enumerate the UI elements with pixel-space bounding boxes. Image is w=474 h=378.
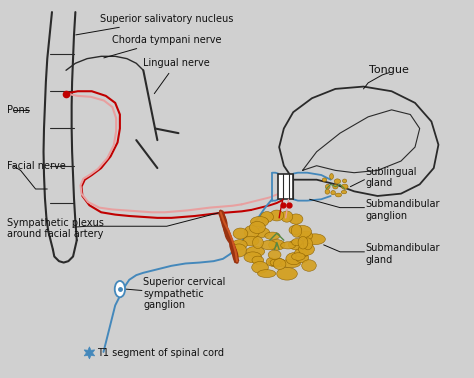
Ellipse shape bbox=[270, 210, 284, 221]
Ellipse shape bbox=[231, 244, 246, 257]
Ellipse shape bbox=[292, 253, 305, 260]
Ellipse shape bbox=[266, 258, 276, 266]
Text: Lingual nerve: Lingual nerve bbox=[143, 58, 210, 94]
Ellipse shape bbox=[292, 225, 302, 237]
Ellipse shape bbox=[333, 184, 338, 189]
Text: Superior cervical
sympathetic
ganglion: Superior cervical sympathetic ganglion bbox=[143, 277, 226, 310]
Ellipse shape bbox=[268, 250, 281, 259]
Ellipse shape bbox=[300, 231, 312, 240]
Ellipse shape bbox=[273, 259, 286, 270]
Ellipse shape bbox=[288, 240, 307, 250]
Polygon shape bbox=[84, 347, 95, 359]
Ellipse shape bbox=[329, 174, 333, 179]
Ellipse shape bbox=[304, 234, 325, 245]
Ellipse shape bbox=[246, 246, 264, 257]
Ellipse shape bbox=[322, 178, 327, 182]
Ellipse shape bbox=[268, 258, 285, 267]
Ellipse shape bbox=[298, 236, 308, 249]
FancyBboxPatch shape bbox=[278, 174, 293, 199]
Text: T1 segment of spinal cord: T1 segment of spinal cord bbox=[97, 348, 224, 358]
Ellipse shape bbox=[254, 228, 270, 237]
Ellipse shape bbox=[244, 226, 259, 238]
Ellipse shape bbox=[281, 242, 296, 249]
Ellipse shape bbox=[343, 179, 346, 183]
Ellipse shape bbox=[302, 260, 316, 271]
Text: Submandibular
ganglion: Submandibular ganglion bbox=[366, 199, 440, 221]
Ellipse shape bbox=[286, 253, 302, 265]
Ellipse shape bbox=[296, 253, 309, 263]
Ellipse shape bbox=[244, 252, 262, 263]
Text: Sympathetic plexus
around facial artery: Sympathetic plexus around facial artery bbox=[7, 218, 103, 239]
Text: Chorda tympani nerve: Chorda tympani nerve bbox=[104, 35, 221, 58]
Text: Sublingual
gland: Sublingual gland bbox=[366, 167, 417, 188]
Ellipse shape bbox=[257, 270, 276, 277]
Ellipse shape bbox=[325, 189, 330, 194]
Ellipse shape bbox=[336, 193, 342, 197]
Text: Facial nerve: Facial nerve bbox=[7, 161, 65, 171]
Ellipse shape bbox=[281, 211, 293, 222]
Ellipse shape bbox=[243, 236, 259, 246]
Ellipse shape bbox=[341, 191, 346, 194]
Text: Submandibular
gland: Submandibular gland bbox=[366, 243, 440, 265]
Ellipse shape bbox=[341, 184, 348, 189]
Ellipse shape bbox=[265, 232, 280, 240]
Ellipse shape bbox=[261, 240, 277, 250]
Ellipse shape bbox=[253, 237, 263, 249]
Ellipse shape bbox=[295, 248, 309, 257]
Ellipse shape bbox=[277, 267, 297, 280]
Ellipse shape bbox=[289, 214, 303, 224]
Ellipse shape bbox=[261, 212, 273, 222]
Text: Tongue: Tongue bbox=[369, 65, 409, 75]
Ellipse shape bbox=[292, 239, 302, 246]
Ellipse shape bbox=[270, 259, 281, 266]
Ellipse shape bbox=[289, 225, 301, 235]
Ellipse shape bbox=[251, 217, 269, 227]
Ellipse shape bbox=[303, 238, 312, 250]
Ellipse shape bbox=[325, 184, 330, 189]
Ellipse shape bbox=[252, 262, 268, 273]
Ellipse shape bbox=[233, 228, 248, 239]
Ellipse shape bbox=[249, 222, 265, 234]
Ellipse shape bbox=[252, 256, 264, 264]
Ellipse shape bbox=[299, 243, 314, 256]
Ellipse shape bbox=[269, 240, 285, 250]
Text: Pons: Pons bbox=[7, 105, 29, 115]
Ellipse shape bbox=[293, 225, 311, 238]
Ellipse shape bbox=[334, 179, 340, 184]
Text: Superior salivatory nucleus: Superior salivatory nucleus bbox=[76, 14, 233, 35]
Ellipse shape bbox=[115, 281, 125, 297]
Ellipse shape bbox=[331, 191, 336, 195]
Ellipse shape bbox=[232, 240, 247, 250]
Ellipse shape bbox=[281, 259, 301, 268]
